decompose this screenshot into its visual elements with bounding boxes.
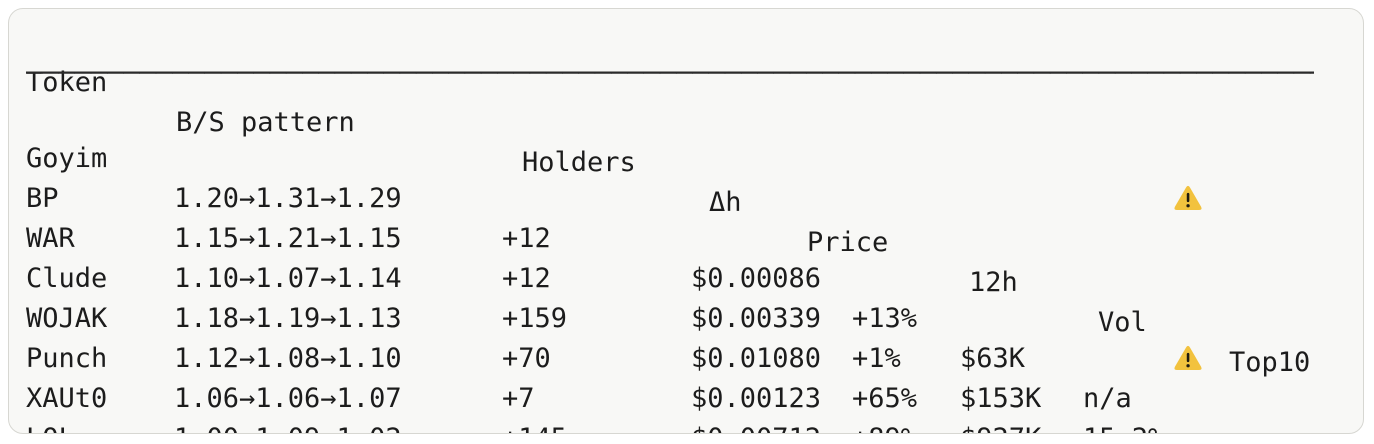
token-cell: WOJAK <box>26 303 108 334</box>
volume-cell: $927K <box>960 419 1041 433</box>
token-cell: WAR <box>26 223 75 254</box>
change-12h-cell: +13% <box>852 303 918 334</box>
holders-delta-cell: +12 <box>502 263 551 294</box>
bs-pattern-cell: 1.20→1.31→1.29 <box>174 183 402 214</box>
header-bs-pattern: B/S pattern <box>176 107 355 138</box>
holders-delta-cell: +12 <box>502 223 551 254</box>
token-cell: BP <box>26 183 59 214</box>
header-delta-h: Δh <box>709 187 742 218</box>
table-row: Goyim 1.20→1.31→1.29 +12 $0.00086 +13% $… <box>9 99 1363 414</box>
holders-delta-cell: +7 <box>502 383 535 414</box>
token-cell: XAUt0 <box>26 383 108 414</box>
bs-pattern-cell: 1.12→1.08→1.10 <box>174 343 402 374</box>
table-row: XAUt0 1.00→1.09→1.02 +14 $4497 -0.1% $1.… <box>9 339 1363 433</box>
table-row: BP 1.15→1.21→1.15 +12 $0.00339 +1% $153K… <box>9 139 1363 433</box>
header-holders: Holders <box>522 147 636 178</box>
change-12h-cell: +1% <box>852 343 901 374</box>
bs-pattern-cell: 1.00→1.09→1.02 <box>174 419 402 433</box>
warning-triangle-icon <box>1173 345 1203 372</box>
top10-cell: n/a <box>1083 383 1132 414</box>
table-row: Clude 1.18→1.19→1.13 +70 $0.00123 +89% $… <box>9 219 1363 433</box>
table-row: WAR 1.10→1.07→1.14 +159 $0.01080 +65% $9… <box>9 179 1363 433</box>
top10-cell: 15.2% <box>1083 419 1164 433</box>
price-cell: $0.00123 <box>691 383 822 414</box>
table-row: Punch 1.06→1.06→1.07 +145 $0.01436 +15% … <box>9 299 1363 433</box>
token-cell: Punch <box>26 343 108 374</box>
holders-delta-cell: +159 <box>502 303 568 334</box>
warning-triangle-icon <box>1173 185 1203 212</box>
volume-cell: $153K <box>960 383 1042 414</box>
holders-delta-cell: +70 <box>502 343 551 374</box>
token-cell: LOL <box>26 419 75 433</box>
bs-pattern-cell: 1.15→1.21→1.15 <box>174 223 402 254</box>
table-header-row: Token B/S pattern Holders Δh Price 12h V… <box>9 23 1363 378</box>
token-scanner-table-card: Token B/S pattern Holders Δh Price 12h V… <box>8 8 1364 434</box>
header-separator-rule: ────────────────────────────────────────… <box>26 60 1314 88</box>
header-token: Token <box>26 67 108 98</box>
table-row: WOJAK 1.12→1.08→1.10 +7 $0.00712 -5% $76… <box>9 259 1363 433</box>
change-12h-cell: +65% <box>852 383 918 414</box>
price-cell: $0.00339 <box>691 303 822 334</box>
price-cell: $0.00712 <box>691 419 821 433</box>
volume-cell: $63K <box>960 343 1026 374</box>
holders-delta-cell: +145 <box>502 419 567 433</box>
bs-pattern-cell: 1.10→1.07→1.14 <box>174 263 402 294</box>
bs-pattern-cell: 1.18→1.19→1.13 <box>174 303 402 334</box>
header-vol: Vol <box>1098 307 1147 338</box>
header-price: Price <box>807 227 889 258</box>
bs-pattern-cell: 1.06→1.06→1.07 <box>174 383 402 414</box>
header-12h: 12h <box>969 267 1018 298</box>
price-cell: $0.01080 <box>691 343 822 374</box>
change-12h-cell: +89% <box>852 419 917 433</box>
header-top10: Top10 <box>1229 347 1311 378</box>
token-cell: Goyim <box>26 143 108 174</box>
table-row: LOL 1.02→1.02→1.02 +616 $0.00453 -6% $3.… <box>9 379 1363 433</box>
price-cell: $0.00086 <box>691 263 822 294</box>
token-cell: Clude <box>26 263 108 294</box>
